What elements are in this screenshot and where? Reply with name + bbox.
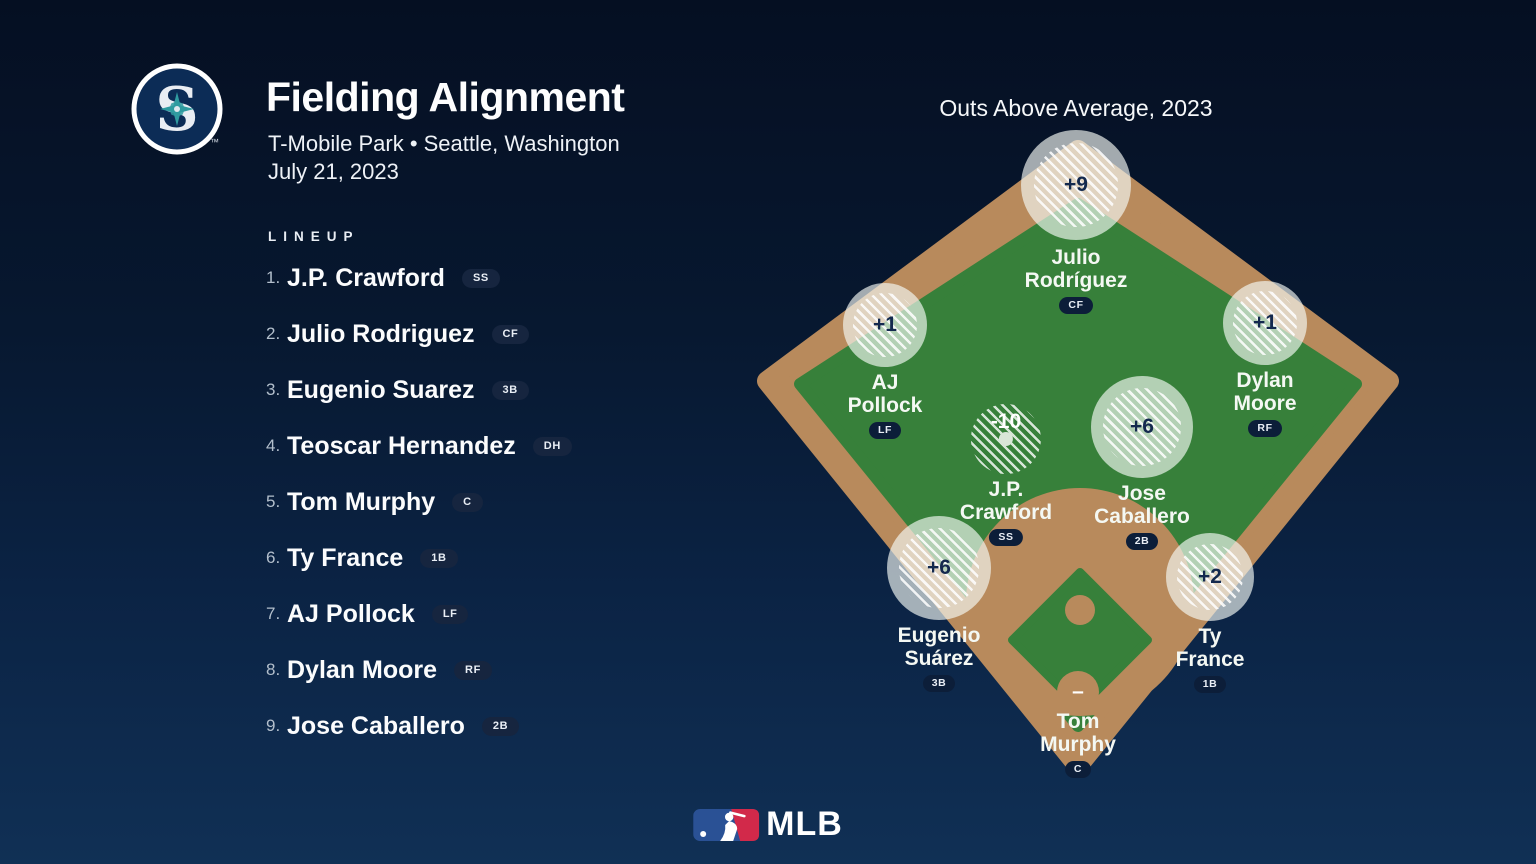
fielder-name: AJ Pollock (847, 371, 923, 417)
position-badge: CF (491, 324, 530, 344)
player-name: Julio Rodriguez (287, 319, 475, 348)
position-badge: 2B (481, 716, 520, 736)
lineup-row-6: 6. Ty France 1B (266, 530, 696, 586)
batting-order-number: 7. (266, 604, 281, 623)
player-name: J.P. Crawford (287, 263, 445, 292)
position-badge: 1B (420, 548, 458, 568)
fielder-cf: +9 Julio Rodríguez CF (1021, 130, 1131, 314)
oaa-bubble: +6 (1091, 376, 1193, 478)
oaa-value: +9 (1064, 173, 1088, 196)
batting-order-number: 9. (266, 716, 281, 735)
oaa-value: +1 (1253, 311, 1277, 334)
oaa-value: +6 (1130, 415, 1154, 438)
batting-order-number: 4. (266, 436, 281, 455)
oaa-value: +2 (1198, 565, 1222, 588)
oaa-bubble: +9 (1021, 130, 1131, 240)
position-badge: 3B (491, 380, 529, 400)
oaa-value: +6 (927, 556, 951, 579)
fielder-ss: -10 J.P. Crawford SS (960, 404, 1052, 546)
oaa-bubble: +1 (1223, 281, 1307, 365)
batting-order-number: 1. (266, 268, 281, 287)
batting-order-number: 8. (266, 660, 281, 679)
oaa-bubble: – (1058, 672, 1098, 712)
position-badge: RF (454, 660, 492, 680)
oaa-bubble: -10 (971, 404, 1041, 474)
date-line: July 21, 2023 (268, 159, 399, 184)
player-name: Teoscar Hernandez (287, 431, 516, 460)
position-badge: SS (989, 529, 1023, 546)
pitcher-mound (1065, 595, 1095, 625)
fielder-1b: +2 Ty France 1B (1166, 533, 1254, 693)
fielder-2b: +6 Jose Caballero 2B (1091, 376, 1193, 550)
position-badge: 3B (922, 675, 956, 692)
player-name: AJ Pollock (287, 599, 415, 628)
lineup-row-4: 4. Teoscar Hernandez DH (266, 418, 696, 474)
oaa-bubble: +1 (843, 283, 927, 367)
oaa-bubble: +6 (887, 516, 991, 620)
lineup-row-1: 1. J.P. Crawford SS (266, 250, 696, 306)
logo-trademark: ™ (210, 137, 219, 147)
fielder-c: – Tom Murphy C (1040, 672, 1116, 778)
fielder-name: Dylan Moore (1233, 369, 1297, 415)
lineup-row-7: 7. AJ Pollock LF (266, 586, 696, 642)
fielder-name: Ty France (1175, 625, 1245, 671)
player-name: Ty France (287, 543, 404, 572)
lineup-row-8: 8. Dylan Moore RF (266, 642, 696, 698)
home-plate-circle (1057, 671, 1099, 713)
position-badge: SS (461, 268, 500, 288)
batting-order-number: 5. (266, 492, 281, 511)
mlb-wordmark: MLB (766, 805, 843, 843)
position-badge: DH (532, 436, 572, 456)
batting-order-number: 3. (266, 380, 281, 399)
venue-line: T-Mobile Park • Seattle, Washington (268, 131, 620, 156)
page-title: Fielding Alignment (266, 74, 625, 120)
lineup-heading: LINEUP (268, 229, 360, 244)
player-name: Tom Murphy (287, 487, 436, 516)
player-name: Eugenio Suarez (287, 375, 475, 404)
fielder-name: Julio Rodríguez (1024, 246, 1128, 292)
lineup-row-9: 9. Jose Caballero 2B (266, 698, 696, 754)
batting-order-number: 6. (266, 548, 281, 567)
position-badge: C (452, 492, 483, 512)
oaa-chart-title: Outs Above Average, 2023 (939, 95, 1213, 121)
position-badge: LF (868, 422, 902, 439)
player-name: Dylan Moore (287, 655, 438, 684)
fielder-name: Tom Murphy (1040, 710, 1116, 756)
oaa-value: -10 (990, 410, 1022, 433)
position-badge: 1B (1193, 676, 1227, 693)
oaa-bubble: +2 (1166, 533, 1254, 621)
position-badge: C (1064, 761, 1092, 778)
lineup-list: 1. J.P. Crawford SS 2. Julio Rodriguez C… (266, 250, 696, 754)
fielder-rf: +1 Dylan Moore RF (1223, 281, 1307, 437)
oaa-value: – (1072, 680, 1084, 703)
lineup-row-3: 3. Eugenio Suarez 3B (266, 362, 696, 418)
position-badge: RF (1248, 420, 1282, 437)
lineup-row-2: 2. Julio Rodriguez CF (266, 306, 696, 362)
fielder-name: Jose Caballero (1094, 482, 1190, 528)
fielder-name: Eugenio Suárez (897, 624, 981, 670)
fielder-lf: +1 AJ Pollock LF (843, 283, 927, 439)
position-badge: CF (1059, 297, 1093, 314)
fielder-3b: +6 Eugenio Suárez 3B (887, 516, 991, 692)
batting-order-number: 2. (266, 324, 281, 343)
fielder-name: J.P. Crawford (959, 478, 1053, 524)
position-badge: LF (431, 604, 469, 624)
mlb-logo (693, 808, 760, 841)
mariners-logo: S ™ (131, 63, 223, 155)
mlb-footer: MLB (693, 805, 843, 844)
position-badge: 2B (1125, 533, 1159, 550)
lineup-row-5: 5. Tom Murphy C (266, 474, 696, 530)
oaa-value: +1 (873, 313, 897, 336)
player-name: Jose Caballero (287, 711, 465, 740)
